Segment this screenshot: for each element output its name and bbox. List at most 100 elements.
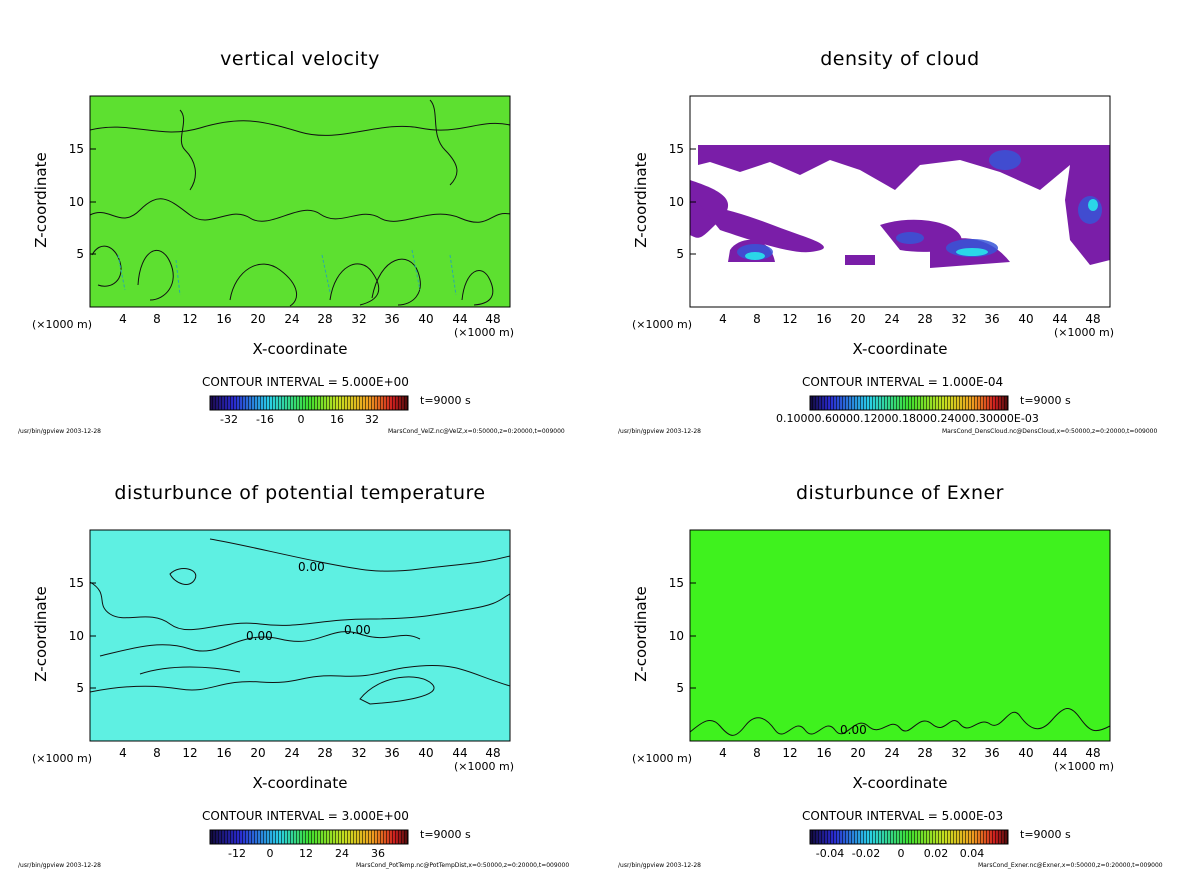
colorbar-tick: -16 <box>256 413 274 426</box>
dashed-contours <box>117 249 457 296</box>
x-axis-label: X-coordinate <box>252 340 348 358</box>
x-tick-label: 40 <box>1018 312 1033 326</box>
y-axis-label: Z-coordinate <box>32 152 50 248</box>
contour-interval-text: CONTOUR INTERVAL = 1.000E-04 <box>802 375 1004 389</box>
x-tick-label: 8 <box>153 312 161 326</box>
chart-title: disturbunce of Exner <box>795 482 1004 504</box>
x-tick-label: 12 <box>782 746 797 760</box>
contour-interval-text: CONTOUR INTERVAL = 5.000E+00 <box>202 375 409 389</box>
x-tick-label: 16 <box>816 746 831 760</box>
colorbar-tick: 0 <box>898 847 905 860</box>
x-tick-label: 28 <box>317 746 332 760</box>
y-axis-label: Z-coordinate <box>632 586 650 682</box>
contour-label: 0.00 <box>298 560 325 574</box>
x-unit-right: (×1000 m) <box>454 760 515 773</box>
footer-right: MarsCond_VelZ.nc@VelZ,x=0:50000,z=0:2000… <box>388 428 565 435</box>
y-axis-label: Z-coordinate <box>32 586 50 682</box>
x-tick-label: 16 <box>816 312 831 326</box>
y-tick-label: 15 <box>69 576 84 590</box>
panel-exner: disturbunce of Exner 0.00 15 10 5 <box>600 434 1200 869</box>
plot-svg: 15 10 5 4 8 12 16 20 24 28 32 36 40 44 4… <box>69 95 511 426</box>
x-tick-label: 40 <box>1018 746 1033 760</box>
colorbar-tick: -0.04 <box>816 847 844 860</box>
y-tick-label: 5 <box>676 681 684 695</box>
x-tick-label: 44 <box>452 312 467 326</box>
time-label: t=9000 s <box>1020 394 1071 407</box>
x-tick-label: 12 <box>182 746 197 760</box>
x-tick-label: 48 <box>1085 746 1100 760</box>
x-unit-left: (×1000 m) <box>632 752 693 765</box>
x-tick-label: 28 <box>317 312 332 326</box>
x-tick-label: 36 <box>984 746 999 760</box>
x-tick-label: 48 <box>485 312 500 326</box>
colorbar-tick: 0 <box>298 413 305 426</box>
time-label: t=9000 s <box>420 828 471 841</box>
x-tick-label: 36 <box>384 746 399 760</box>
plot-svg: 15 10 5 4 8 12 16 20 24 28 32 36 40 44 4… <box>669 95 1111 425</box>
x-tick-label: 32 <box>351 312 366 326</box>
x-axis-label: X-coordinate <box>852 340 948 358</box>
colorbar-tick: 0.04 <box>960 847 985 860</box>
colorbar-tick: 16 <box>330 413 344 426</box>
plot-svg: 0.00 15 10 5 4 8 12 16 20 24 28 32 36 40… <box>669 529 1111 860</box>
x-tick-label: 12 <box>782 312 797 326</box>
y-tick-label: 10 <box>69 629 84 643</box>
plot-area <box>690 530 1110 741</box>
x-tick-label: 16 <box>216 746 231 760</box>
contour-label: 0.00 <box>344 623 371 637</box>
colorbar <box>809 395 1009 411</box>
chart-title: density of cloud <box>820 48 980 70</box>
cloud-high <box>745 199 1098 260</box>
x-axis-label: X-coordinate <box>852 774 948 792</box>
y-tick-label: 5 <box>76 681 84 695</box>
footer-right: MarsCond_Exner.nc@Exner,x=0:50000,z=0:20… <box>978 862 1163 869</box>
y-tick-label: 5 <box>76 247 84 261</box>
colorbar-tick: 0.10000.60000.12000.18000.24000.30000E-0… <box>776 412 1039 425</box>
x-tick-label: 20 <box>250 312 265 326</box>
contour-label: 0.00 <box>246 629 273 643</box>
x-tick-label: 8 <box>153 746 161 760</box>
x-tick-label: 28 <box>917 746 932 760</box>
colorbar-tick: 36 <box>371 847 385 860</box>
x-tick-label: 4 <box>119 312 127 326</box>
footer-left: /usr/bin/gpview 2003-12-28 <box>618 862 701 869</box>
x-tick-label: 28 <box>917 312 932 326</box>
x-tick-label: 4 <box>719 312 727 326</box>
contour-lines <box>89 538 511 705</box>
x-tick-label: 48 <box>485 746 500 760</box>
chart-title: disturbunce of potential temperature <box>114 482 486 504</box>
colorbar-tick: -32 <box>220 413 238 426</box>
footer-left: /usr/bin/gpview 2003-12-28 <box>618 428 701 435</box>
x-tick-label: 8 <box>753 312 761 326</box>
x-tick-label: 48 <box>1085 312 1100 326</box>
colorbar-tick: 0 <box>267 847 274 860</box>
contour-label: 0.00 <box>840 723 867 737</box>
x-axis-label: X-coordinate <box>252 774 348 792</box>
x-tick-label: 4 <box>719 746 727 760</box>
colorbar-tick: 32 <box>365 413 379 426</box>
colorbar <box>809 829 1009 845</box>
plot-area <box>90 530 510 741</box>
x-tick-label: 20 <box>250 746 265 760</box>
x-tick-label: 20 <box>850 746 865 760</box>
panel-density-of-cloud: density of cloud <box>600 0 1200 435</box>
x-unit-left: (×1000 m) <box>32 752 93 765</box>
plot-svg: 0.00 0.00 0.00 15 10 5 4 8 12 16 20 24 2… <box>69 529 511 860</box>
colorbar-tick: 0.02 <box>924 847 949 860</box>
y-tick-label: 5 <box>676 247 684 261</box>
x-unit-right: (×1000 m) <box>1054 326 1115 339</box>
x-tick-label: 20 <box>850 312 865 326</box>
x-tick-label: 4 <box>119 746 127 760</box>
footer-left: /usr/bin/gpview 2003-12-28 <box>18 862 101 869</box>
contour-lines <box>89 99 511 307</box>
colorbar <box>209 395 409 411</box>
footer-right: MarsCond_DensCloud.nc@DensCloud,x=0:5000… <box>942 428 1158 435</box>
plot-area <box>690 96 1110 307</box>
x-tick-label: 16 <box>216 312 231 326</box>
colorbar-tick: -0.02 <box>852 847 880 860</box>
x-tick-label: 24 <box>884 312 899 326</box>
time-label: t=9000 s <box>420 394 471 407</box>
x-ticks: 4 8 12 16 20 24 28 32 36 40 44 48 <box>119 312 500 326</box>
y-tick-label: 15 <box>669 576 684 590</box>
y-tick-label: 10 <box>669 629 684 643</box>
